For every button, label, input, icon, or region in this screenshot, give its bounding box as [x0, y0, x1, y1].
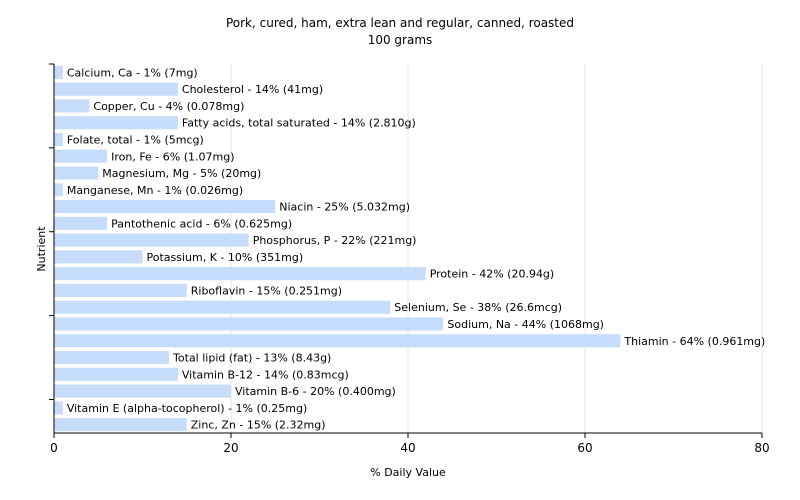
bar-label: Fatty acids, total saturated - 14% (2.81… [182, 117, 416, 130]
x-tick-label: 0 [50, 441, 58, 455]
bar-label: Iron, Fe - 6% (1.07mg) [111, 150, 234, 163]
bar [54, 367, 178, 381]
bar [54, 183, 63, 197]
bar-label: Magnesium, Mg - 5% (20mg) [102, 167, 261, 180]
bar-label: Thiamin - 64% (0.961mg) [623, 335, 765, 348]
x-tick-label: 80 [754, 441, 769, 455]
bar-label: Vitamin E (alpha-tocopherol) - 1% (0.25m… [67, 402, 307, 415]
bar-label: Selenium, Se - 38% (26.6mcg) [394, 301, 562, 314]
bar [54, 283, 187, 297]
bar [54, 350, 170, 365]
bar-label: Folate, total - 1% (5mcg) [67, 133, 204, 146]
bar [54, 334, 621, 348]
bar [54, 149, 108, 163]
bar-label: Calcium, Ca - 1% (7mg) [67, 66, 198, 79]
chart-title: Pork, cured, ham, extra lean and regular… [226, 16, 574, 30]
bar [54, 65, 63, 79]
bar [54, 82, 178, 96]
chart-subtitle: 100 grams [368, 33, 433, 47]
bar-label: Pantothenic acid - 6% (0.625mg) [111, 217, 292, 230]
x-tick-label: 60 [577, 441, 592, 455]
bar-label: Sodium, Na - 44% (1068mg) [447, 318, 604, 331]
x-axis-label: % Daily Value [370, 466, 446, 479]
bar [54, 250, 143, 264]
bars-group: Calcium, Ca - 1% (7mg) Cholesterol - 14% … [54, 65, 765, 432]
x-tick-label: 40 [400, 441, 415, 455]
bar [54, 267, 426, 281]
bar [54, 401, 63, 415]
axes-group: 0 20 40 60 80 [49, 63, 770, 455]
bar-label: Cholesterol - 14% (41mg) [182, 83, 323, 96]
bar [54, 418, 187, 432]
grid-lines [230, 64, 763, 433]
x-tick-label: 20 [223, 441, 238, 455]
bar [54, 132, 63, 147]
bar-label: Potassium, K - 10% (351mg) [147, 251, 304, 264]
bar-label: Manganese, Mn - 1% (0.026mg) [67, 184, 243, 197]
bar-label: Vitamin B-6 - 20% (0.400mg) [235, 385, 396, 398]
bar [54, 200, 276, 214]
bar-label: Vitamin B-12 - 14% (0.83mcg) [182, 368, 349, 381]
y-axis-label: Nutrient [35, 226, 48, 272]
bar [54, 99, 90, 113]
bar-label: Protein - 42% (20.94g) [430, 268, 555, 281]
bar [54, 233, 249, 247]
bar [54, 384, 231, 398]
bar [54, 166, 99, 180]
bar [54, 216, 108, 230]
bar-label: Zinc, Zn - 15% (2.32mg) [191, 419, 326, 432]
bar [54, 317, 444, 331]
bar-label: Copper, Cu - 4% (0.078mg) [93, 100, 244, 113]
bar [54, 116, 178, 130]
bar-label: Riboflavin - 15% (0.251mg) [191, 284, 342, 297]
bar-label: Niacin - 25% (5.032mg) [279, 201, 410, 214]
bar-label: Phosphorus, P - 22% (221mg) [253, 234, 417, 247]
bar [54, 300, 391, 314]
bar-label: Total lipid (fat) - 13% (8.43g) [172, 352, 331, 365]
